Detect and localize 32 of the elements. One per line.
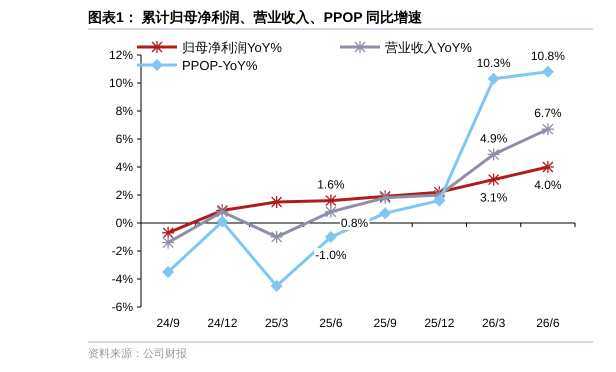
data-label: 4.9% <box>480 131 508 146</box>
y-tick-label: 12% <box>108 48 134 62</box>
legend-label: PPOP-YoY% <box>182 58 258 73</box>
y-tick-label: -2% <box>112 244 134 258</box>
data-label: 0.8% <box>340 216 369 230</box>
data-label: -1.0% <box>315 248 347 262</box>
x-tick-label: 25/9 <box>373 316 398 330</box>
data-label: 1.6% <box>317 178 345 192</box>
data-label: 10.3% <box>476 56 511 70</box>
y-tick-label: 10% <box>108 76 134 90</box>
y-tick-label: 4% <box>116 160 134 174</box>
chart-title: 图表1： 累计归母净利润、营业收入、PPOP 同比增速 <box>88 9 424 25</box>
x-tick-label: 25/3 <box>264 316 289 330</box>
y-tick-label: -4% <box>112 272 134 286</box>
y-tick-label: 8% <box>116 104 134 118</box>
x-tick-label: 24/9 <box>156 316 180 330</box>
y-tick-label: -6% <box>112 300 134 314</box>
y-tick-label: 6% <box>116 132 134 146</box>
legend-label: 营业收入YoY% <box>385 40 472 55</box>
data-label: 3.1% <box>480 190 508 205</box>
x-tick-label: 26/3 <box>482 316 506 330</box>
legend-label: 归母净利润YoY% <box>182 40 282 55</box>
text: 资料来源：公司财报 <box>88 347 187 360</box>
x-tick-label: 26/6 <box>536 316 560 330</box>
data-label: 4.0% <box>534 178 562 192</box>
x-tick-label: 25/12 <box>424 316 455 330</box>
y-tick-label: 0% <box>116 216 134 230</box>
x-tick-label: 25/6 <box>319 316 343 330</box>
data-label: 10.8% <box>530 48 566 63</box>
data-label: 6.7% <box>534 106 562 120</box>
y-tick-label: 2% <box>116 188 134 202</box>
x-tick-label: 24/12 <box>207 316 238 330</box>
